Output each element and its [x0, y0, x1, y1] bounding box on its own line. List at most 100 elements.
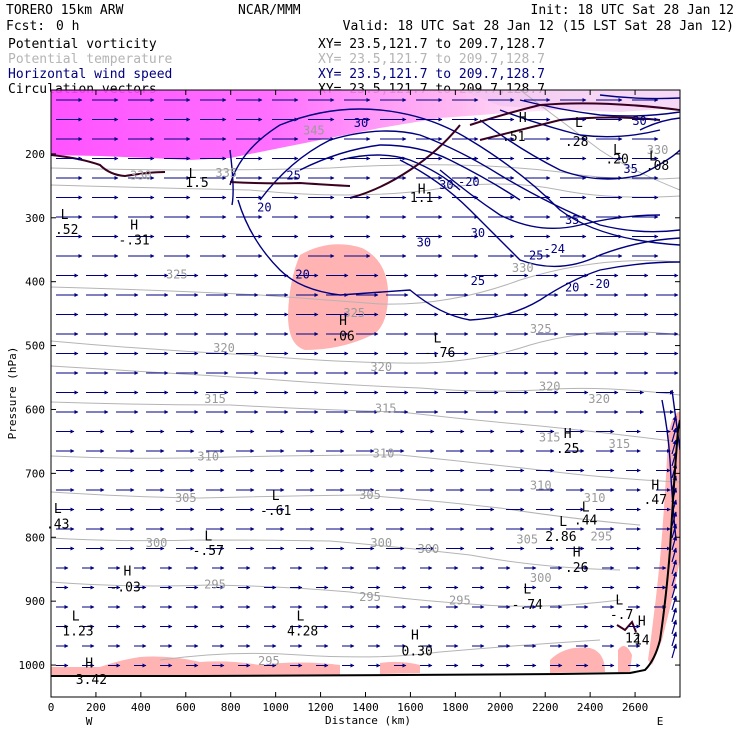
theta-contour-label: 310 — [197, 450, 219, 464]
x-tick-label: 2400 — [577, 701, 604, 714]
theta-contour-label: 300 — [146, 536, 168, 550]
x-tick-label: 200 — [86, 701, 106, 714]
wind-contour-label: 30 — [417, 236, 431, 250]
x-tick-label: 1200 — [307, 701, 334, 714]
extremum-label: .26 — [565, 561, 588, 576]
extremum-label: -.57 — [193, 544, 224, 559]
theta-contour-label: 310 — [373, 446, 395, 460]
model-title: TORERO 15km ARW — [6, 3, 124, 18]
circulation-vector-steep — [671, 607, 678, 623]
extremum-label: .06 — [331, 329, 354, 344]
extremum-label: -.7 — [610, 608, 633, 623]
wind-contour-label: 25 — [286, 168, 300, 182]
extremum-label: L — [582, 501, 590, 516]
extremum-label: 1.23 — [62, 625, 93, 640]
theta-contour-label: 300 — [530, 571, 552, 585]
extremum-label: H — [123, 565, 131, 580]
wind-contour-label: 35 — [623, 162, 637, 176]
extremum-label: L — [61, 208, 69, 223]
y-tick-label: 900 — [25, 595, 45, 608]
legend-xy-2: XY= 23.5,121.7 to 209.7,128.7 — [318, 67, 545, 82]
x-tick-label: 0 — [48, 701, 55, 714]
theta-contour-label: 300 — [418, 542, 440, 556]
wind-contour-label: 20 — [257, 200, 271, 214]
y-tick-label: 500 — [25, 340, 45, 353]
circulation-vector-steep — [671, 631, 678, 647]
circulation-vector-steep — [671, 619, 678, 635]
theta-contour-label: 295 — [449, 593, 471, 607]
theta-contour-label: 315 — [204, 392, 226, 406]
x-tick-label: 600 — [176, 701, 196, 714]
extremum-label: 1.1 — [410, 191, 433, 206]
fcst-value: 0 h — [56, 19, 79, 34]
x-tick-label: 1800 — [442, 701, 469, 714]
wind-contour-label: 30 — [471, 226, 485, 240]
theta-contour-label: 330 — [130, 168, 152, 182]
wind-contours — [229, 94, 680, 541]
center-label: NCAR/MMM — [238, 3, 301, 18]
legend: Potential vorticity XY= 23.5,121.7 to 209… — [8, 37, 545, 97]
y-tick-label: 200 — [25, 148, 45, 161]
theta-contours — [51, 90, 680, 661]
extremum-label: -.31 — [118, 234, 149, 249]
theta-contour-label: 330 — [647, 143, 669, 157]
theta-contour-label: 310 — [530, 478, 552, 492]
extremum-label: L — [615, 593, 623, 608]
legend-entry-0: Potential vorticity — [8, 37, 157, 52]
extremum-label: 12 — [625, 632, 641, 647]
pv-fill-surface-mid — [380, 661, 420, 674]
extremum-label: 14 — [634, 634, 650, 649]
theta-contour-label: 320 — [213, 341, 235, 355]
terrain — [51, 419, 680, 677]
x-tick-label: 1600 — [397, 701, 424, 714]
theta-contour-label: 330 — [512, 261, 534, 275]
x-axis-label: Distance (km) — [325, 714, 411, 727]
theta-contour-label: 305 — [516, 533, 538, 547]
theta-contour-label: 295 — [204, 577, 226, 591]
extremum-label: .51 — [502, 130, 525, 145]
circulation-vectors — [56, 98, 679, 668]
legend-entry-1: Potential temperature — [8, 52, 173, 67]
pv-fill-mountain — [648, 412, 680, 665]
legend-xy-1: XY= 23.5,121.7 to 209.7,128.7 — [318, 52, 545, 67]
extremum-label: 0.30 — [402, 644, 433, 659]
extremum-label: H — [573, 545, 581, 560]
circulation-vector-steep — [671, 595, 678, 611]
pv-fill-surface-far — [618, 646, 632, 672]
wind-contour-label: 20 — [295, 267, 309, 281]
y-axis: 200 300 400 500 600 700 800 900 1000 — [19, 148, 680, 672]
wind-contour-label: -20 — [458, 175, 480, 189]
x-tick-label: 1400 — [352, 701, 379, 714]
x-axis: 0 200 400 600 800 1000 1200 1400 1600 1800 2000 220… — [48, 90, 649, 714]
theta-contour-label: 295 — [359, 590, 381, 604]
extremum-label: L — [613, 143, 621, 158]
extremum-label: L — [204, 529, 212, 544]
extremum-label: 1.5 — [185, 176, 208, 191]
extremum-label: H — [339, 314, 347, 329]
theta-labels: 345 330 335 330 330 325 325 325 320 320 320 320 315 3… — [130, 124, 668, 668]
extremum-label: -.61 — [260, 504, 291, 519]
x-tick-label: 2600 — [622, 701, 649, 714]
extremum-label: 3.42 — [76, 673, 107, 688]
theta-contour-label: 325 — [343, 306, 365, 320]
extremum-label: L — [433, 331, 441, 346]
extremum-label: 2.86 — [545, 530, 576, 545]
extremum-label: .25 — [556, 442, 579, 457]
x-tick-label: 400 — [131, 701, 151, 714]
extremum-label: L — [189, 167, 197, 182]
wind-contour-label: 20 — [565, 280, 579, 294]
x-tick-label: 2000 — [487, 701, 514, 714]
theta-contour-label: 310 — [584, 491, 606, 505]
theta-contour-label: 315 — [375, 402, 397, 416]
extremum-label: L — [575, 116, 583, 131]
valid-time: Valid: 18 UTC Sat 28 Jan 12 (15 LST Sat … — [343, 19, 734, 34]
extremum-label: -.03 — [109, 581, 140, 596]
y-axis-label: Pressure (hPa) — [6, 347, 19, 440]
pv-contours — [51, 102, 680, 633]
theta-contour-label: 325 — [166, 267, 188, 281]
extremum-label: H — [418, 183, 426, 198]
extremum-label: L — [559, 515, 567, 530]
